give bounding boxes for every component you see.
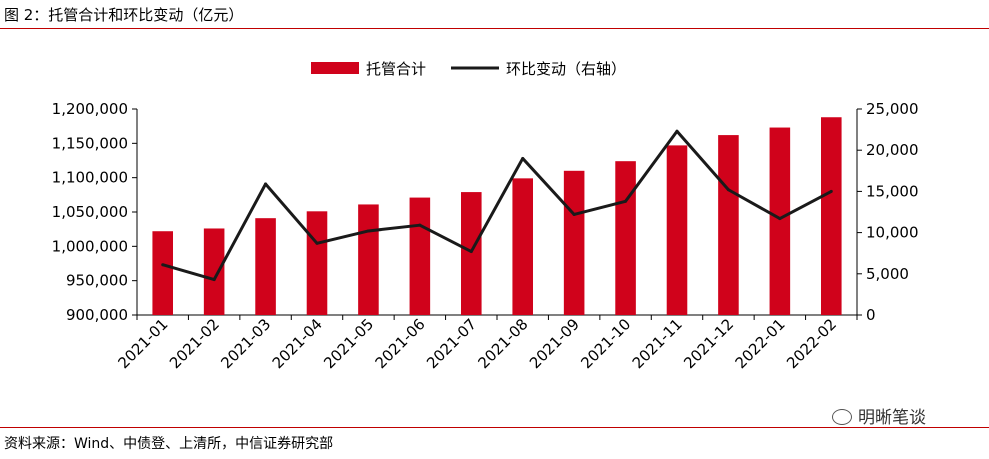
y-left-tick-label: 1,050,000 bbox=[52, 203, 128, 221]
line-point bbox=[264, 182, 268, 186]
bar bbox=[769, 127, 791, 315]
line-point bbox=[572, 212, 576, 216]
watermark-text: 明晰笔谈 bbox=[858, 408, 926, 428]
line-point bbox=[829, 189, 833, 193]
line-point bbox=[624, 199, 628, 203]
x-tick-label: 2021-05 bbox=[320, 315, 377, 372]
bar-series bbox=[152, 117, 842, 316]
bar bbox=[718, 135, 739, 315]
line-point bbox=[675, 129, 679, 133]
x-tick-label: 2021-07 bbox=[423, 315, 480, 372]
bar bbox=[461, 192, 482, 315]
y-right-tick-label: 10,000 bbox=[866, 224, 919, 242]
x-tick-label: 2021-02 bbox=[166, 315, 223, 372]
x-tick-label: 2021-06 bbox=[372, 315, 429, 372]
x-tick-label: 2021-03 bbox=[217, 315, 274, 372]
figure-title: 图 2：托管合计和环比变动（亿元） bbox=[4, 6, 244, 24]
line-point bbox=[366, 229, 370, 233]
line-point bbox=[726, 188, 730, 192]
top-rule bbox=[0, 28, 989, 29]
y-left-tick-label: 1,100,000 bbox=[52, 169, 128, 187]
watermark: 明晰笔谈 bbox=[832, 403, 926, 428]
x-tick-label: 2022-02 bbox=[783, 315, 840, 372]
bar bbox=[255, 218, 276, 315]
bar bbox=[615, 161, 636, 315]
bar bbox=[409, 197, 431, 315]
line-point bbox=[315, 241, 319, 245]
bar bbox=[152, 231, 173, 315]
y-left-tick-label: 900,000 bbox=[66, 306, 128, 324]
line-series bbox=[161, 129, 833, 282]
y-left-tick-label: 1,150,000 bbox=[52, 134, 128, 152]
source-note: 资料来源：Wind、中债登、上清所，中信证券研究部 bbox=[4, 436, 334, 452]
y-right-tick-label: 5,000 bbox=[866, 265, 909, 283]
legend-line-label: 环比变动（右轴） bbox=[506, 60, 626, 78]
x-tick-label: 2021-11 bbox=[629, 315, 686, 372]
legend: 托管合计 环比变动（右轴） bbox=[311, 60, 626, 78]
y-right-tick-label: 25,000 bbox=[866, 100, 919, 118]
y-right-tick-label: 20,000 bbox=[866, 141, 919, 159]
y-right-tick-label: 15,000 bbox=[866, 182, 919, 200]
line-point bbox=[469, 250, 473, 254]
bar bbox=[358, 204, 379, 315]
wechat-icon bbox=[832, 409, 852, 425]
line-point bbox=[778, 217, 782, 221]
combo-chart: 托管合计 环比变动（右轴） 900,000 950,000 1,000,000 1,0… bbox=[52, 60, 919, 372]
legend-bar-swatch bbox=[311, 62, 359, 74]
x-tick-label: 2022-01 bbox=[732, 315, 789, 372]
bar bbox=[512, 178, 533, 315]
y-left-tick-label: 950,000 bbox=[66, 272, 128, 290]
y-left-tick-label: 1,000,000 bbox=[52, 237, 128, 255]
bar bbox=[563, 170, 585, 315]
bar bbox=[306, 211, 328, 315]
bar bbox=[821, 117, 842, 316]
legend-bar-label: 托管合计 bbox=[366, 60, 426, 78]
x-tick-label: 2021-10 bbox=[577, 315, 634, 372]
bar bbox=[666, 145, 688, 315]
x-tick-label: 2021-12 bbox=[680, 315, 737, 372]
x-tick-label: 2021-09 bbox=[526, 315, 583, 372]
x-tick-label: 2021-04 bbox=[269, 315, 326, 372]
y-right-tick-label: 0 bbox=[866, 306, 876, 324]
line-path bbox=[162, 129, 832, 282]
bar bbox=[203, 228, 225, 315]
line-point bbox=[161, 263, 165, 267]
bottom-rule bbox=[0, 427, 989, 428]
line-point bbox=[212, 278, 216, 282]
line-point bbox=[418, 223, 422, 227]
x-axis-labels: 2021-012021-022021-032021-042021-052021-… bbox=[114, 315, 840, 372]
line-point bbox=[521, 156, 525, 160]
x-tick-label: 2021-08 bbox=[474, 315, 531, 372]
y-left-tick-label: 1,200,000 bbox=[52, 100, 128, 118]
